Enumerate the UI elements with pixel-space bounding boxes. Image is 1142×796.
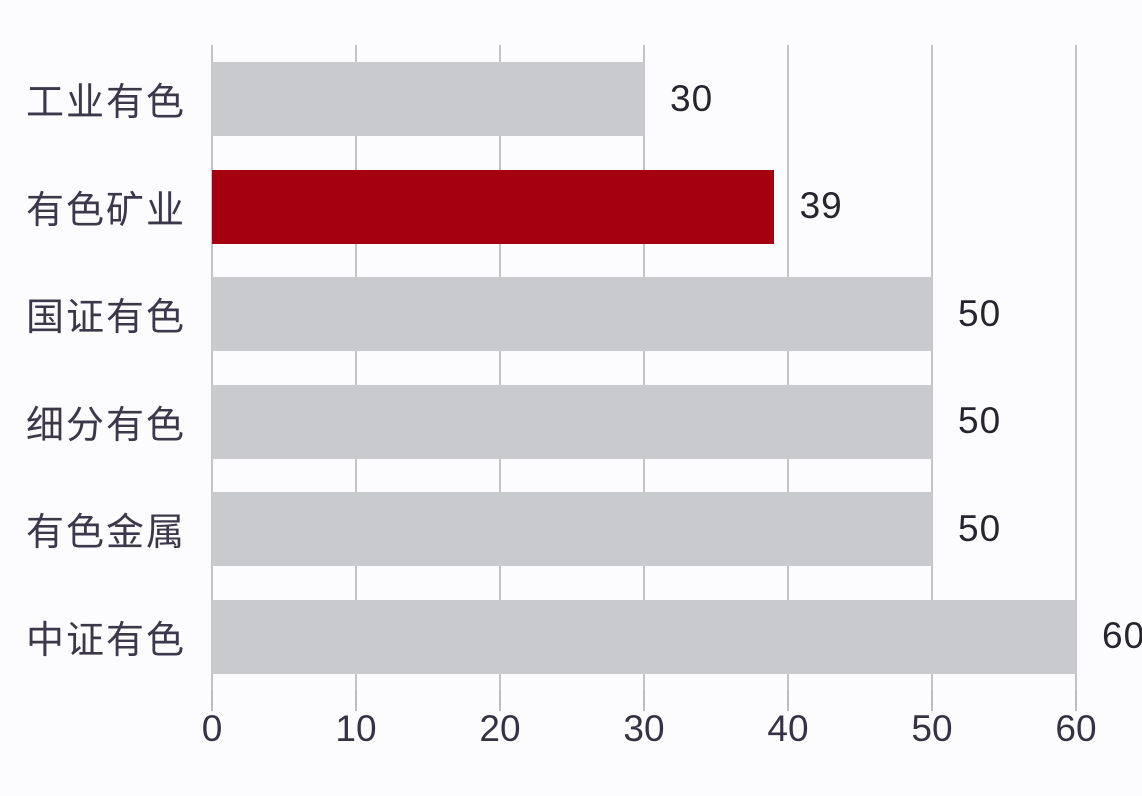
bar-row: 30 xyxy=(212,45,1142,153)
gridline xyxy=(355,45,357,690)
bar-value-label: 50 xyxy=(958,400,1002,441)
bar-row: 39 xyxy=(212,153,1142,261)
gridline xyxy=(1075,45,1077,690)
bar xyxy=(212,384,932,459)
gridline xyxy=(787,45,789,690)
gridline xyxy=(931,45,933,690)
bar-value-label: 30 xyxy=(670,77,714,119)
gridline xyxy=(211,45,213,690)
category-label: 有色金属 xyxy=(26,512,187,554)
bar xyxy=(212,62,644,136)
x-axis-tick xyxy=(355,690,357,711)
x-axis-tick xyxy=(1075,690,1077,711)
bar-value-label: 50 xyxy=(958,292,1002,334)
bar-row: 50 xyxy=(212,368,1142,476)
x-axis-tick-label: 20 xyxy=(479,708,521,749)
category-label: 中证有色 xyxy=(26,619,187,662)
bar xyxy=(212,277,932,351)
bar-value-label: 39 xyxy=(799,185,843,226)
category-label: 国证有色 xyxy=(26,297,187,339)
category-label: 细分有色 xyxy=(26,404,187,447)
gridline xyxy=(643,45,645,690)
bar-row: 60 xyxy=(212,583,1142,691)
bar-value-label: 50 xyxy=(958,507,1002,549)
category-label: 工业有色 xyxy=(26,82,187,124)
x-axis-tick-label: 40 xyxy=(767,708,809,749)
x-axis-tick xyxy=(643,690,645,711)
x-axis-tick xyxy=(211,690,213,711)
bar xyxy=(212,492,932,566)
x-axis-tick-label: 0 xyxy=(201,708,223,749)
x-axis-tick-label: 10 xyxy=(335,708,377,749)
bar-row: 50 xyxy=(212,475,1142,583)
x-axis-tick-label: 50 xyxy=(911,708,953,749)
x-axis-tick-label: 60 xyxy=(1055,708,1097,749)
x-axis-tick xyxy=(787,690,789,711)
x-axis-tick xyxy=(499,690,501,711)
bar-row: 50 xyxy=(212,260,1142,368)
bar xyxy=(212,599,1076,674)
gridline xyxy=(499,45,501,690)
bar-value-label: 60 xyxy=(1102,615,1142,656)
category-label: 有色矿业 xyxy=(26,189,187,232)
plot-area: 30 39 50 50 50 60 xyxy=(211,45,1142,691)
bar xyxy=(212,169,774,244)
x-axis-tick xyxy=(931,690,933,711)
x-axis-tick-label: 30 xyxy=(623,708,665,749)
